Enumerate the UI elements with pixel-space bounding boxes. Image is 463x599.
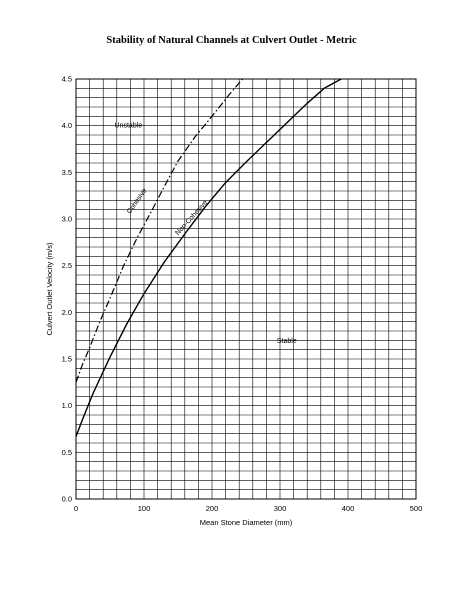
x-axis-label: Mean Stone Diameter (mm)	[200, 518, 293, 527]
y-tick-label: 3.0	[62, 215, 72, 224]
x-tick-label: 200	[206, 504, 219, 513]
series-line-non-cohesive	[75, 78, 342, 437]
grid	[76, 79, 416, 499]
y-tick-label: 2.5	[62, 261, 72, 270]
x-tick-label: 500	[410, 504, 423, 513]
series-line-cohesive	[75, 78, 244, 383]
y-tick-label: 4.0	[62, 121, 72, 130]
y-tick-label: 0.0	[62, 495, 72, 504]
series-layer	[75, 78, 342, 437]
annotation-unstable: Unstable	[115, 123, 143, 130]
annotations: Unstable Stable Cohesive Non-Cohesive	[115, 123, 297, 346]
y-axis-label: Culvert Outlet Velocity (m/s)	[45, 242, 54, 335]
y-tick-label: 3.5	[62, 168, 72, 177]
y-tick-label: 1.0	[62, 401, 72, 410]
x-tick-label: 400	[342, 504, 355, 513]
plot-frame	[75, 78, 417, 500]
x-tick-label: 0	[74, 504, 78, 513]
annotation-non-cohesive: Non-Cohesive	[174, 199, 209, 237]
y-tick-label: 4.5	[62, 75, 72, 84]
y-tick-label: 1.5	[62, 355, 72, 364]
tick-labels: 0 100 200 300 400 500 0.0 0.5 1.0 1.5 2.0 2.5 3.0 3.5…	[62, 75, 423, 514]
y-tick-label: 0.5	[62, 448, 72, 457]
y-tick-label: 2.0	[62, 308, 72, 317]
annotation-cohesive: Cohesive	[126, 187, 149, 215]
x-tick-label: 300	[274, 504, 287, 513]
x-tick-label: 100	[138, 504, 151, 513]
chart-title: Stability of Natural Channels at Culvert…	[106, 35, 357, 46]
annotation-stable: Stable	[277, 338, 297, 345]
